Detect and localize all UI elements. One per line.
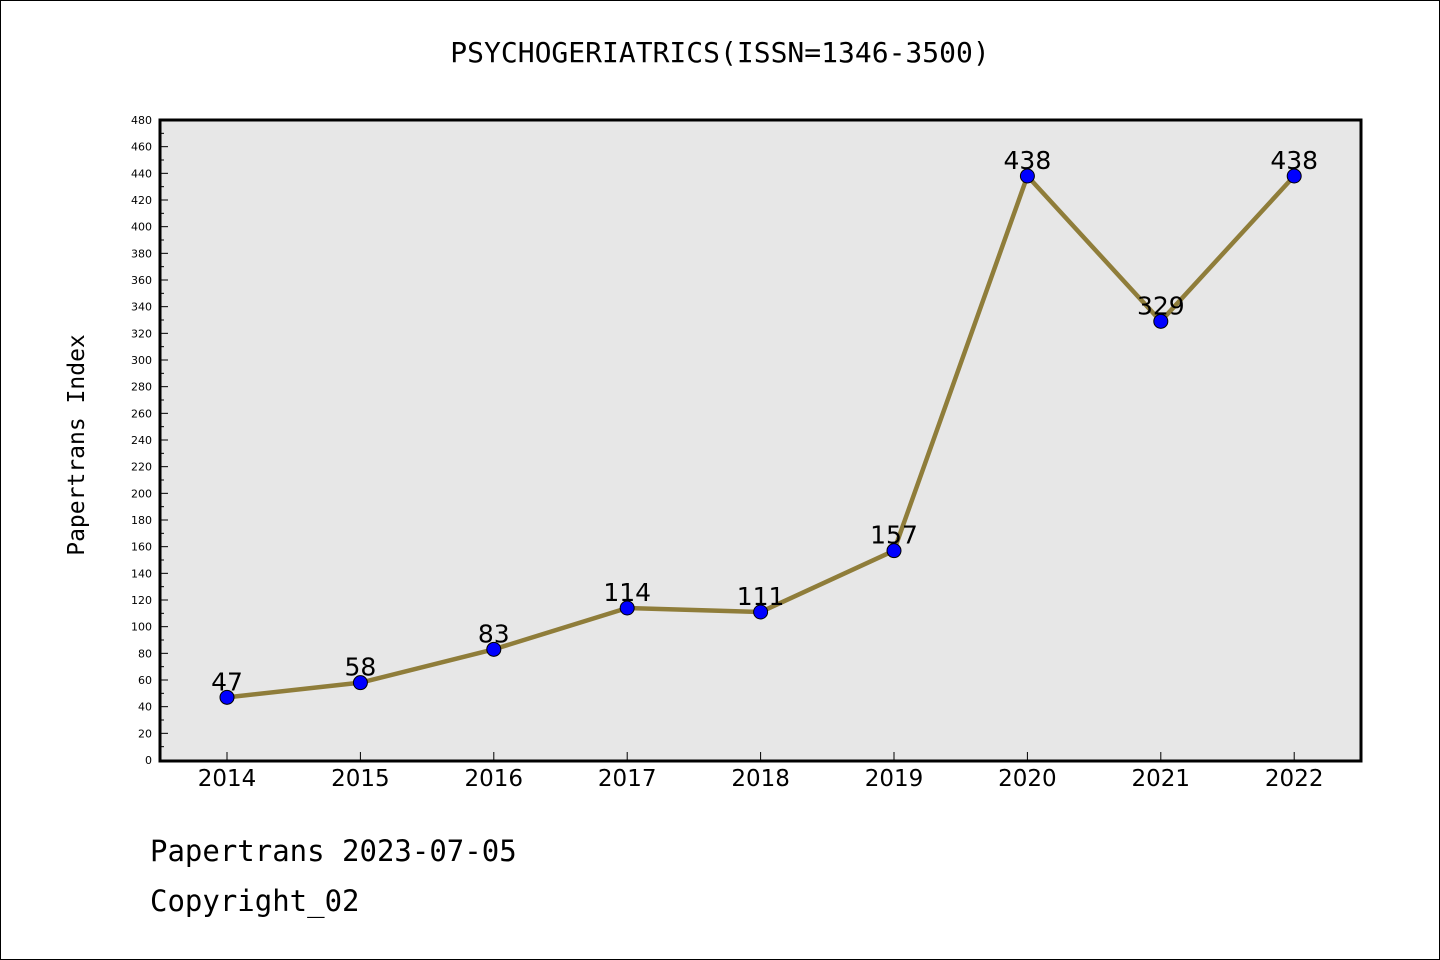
x-tick-label: 2021	[1132, 766, 1191, 792]
data-label: 47	[211, 667, 243, 696]
x-axis-ticks: 2014 2015 2016 2017 2018 2019 2020 2021 2022	[198, 752, 1324, 792]
y-tick-label: 220	[131, 461, 152, 474]
data-point	[1153, 313, 1169, 329]
data-label: 111	[737, 582, 785, 611]
data-point	[1286, 168, 1302, 184]
y-tick-label: 160	[131, 541, 152, 554]
y-tick-label: 80	[138, 647, 152, 660]
y-axis-ticks: 0 20 40 60 80 100 120 140 160 180 200 220 240 260 280 3…	[131, 114, 168, 767]
x-tick-label: 2020	[998, 766, 1057, 792]
data-label: 438	[1004, 146, 1052, 175]
footer-date-text: Papertrans 2023-07-05	[150, 834, 517, 868]
data-label: 114	[603, 578, 651, 607]
y-tick-label: 360	[131, 274, 152, 287]
y-tick-label: 280	[131, 381, 152, 394]
y-tick-label: 400	[131, 221, 152, 234]
x-tick-label: 2019	[865, 766, 924, 792]
data-point	[619, 600, 635, 616]
y-tick-label: 180	[131, 514, 152, 527]
data-label: 157	[870, 521, 918, 550]
x-tick-label: 2016	[465, 766, 524, 792]
data-point	[1019, 168, 1035, 184]
y-tick-label: 440	[131, 167, 152, 180]
y-tick-label: 140	[131, 567, 152, 580]
y-tick-label: 300	[131, 354, 152, 367]
y-tick-label: 40	[138, 701, 152, 714]
plot-area	[158, 118, 1363, 763]
y-tick-label: 240	[131, 434, 152, 447]
x-tick-label: 2014	[198, 766, 257, 792]
y-tick-label: 60	[138, 674, 152, 687]
y-tick-label: 380	[131, 247, 152, 260]
data-label: 83	[478, 619, 510, 648]
y-tick-label: 100	[131, 621, 152, 634]
x-tick-label: 2018	[731, 766, 790, 792]
data-label: 438	[1270, 146, 1318, 175]
y-tick-label: 0	[145, 754, 152, 767]
y-tick-label: 420	[131, 194, 152, 207]
y-tick-label: 320	[131, 327, 152, 340]
y-tick-label: 460	[131, 141, 152, 154]
data-point	[753, 604, 769, 620]
data-label: 58	[344, 653, 376, 682]
y-tick-label: 260	[131, 407, 152, 420]
x-tick-label: 2017	[598, 766, 657, 792]
chart-title: PSYCHOGERIATRICS(ISSN=1346-3500)	[450, 36, 990, 69]
data-markers	[219, 168, 1302, 705]
y-tick-label: 120	[131, 594, 152, 607]
x-tick-label: 2022	[1265, 766, 1324, 792]
data-labels: 47 58 83 114 111 157 438 329 438	[211, 146, 1318, 696]
data-point	[886, 543, 902, 559]
data-point	[486, 641, 502, 657]
y-tick-label: 340	[131, 301, 152, 314]
y-tick-label: 200	[131, 487, 152, 500]
data-point	[352, 675, 368, 691]
footer-copyright-text: Copyright_02	[150, 884, 360, 918]
data-label: 329	[1137, 291, 1185, 320]
x-tick-label: 2015	[331, 766, 390, 792]
y-tick-label: 20	[138, 727, 152, 740]
data-point	[219, 689, 235, 705]
y-tick-label: 480	[131, 114, 152, 127]
